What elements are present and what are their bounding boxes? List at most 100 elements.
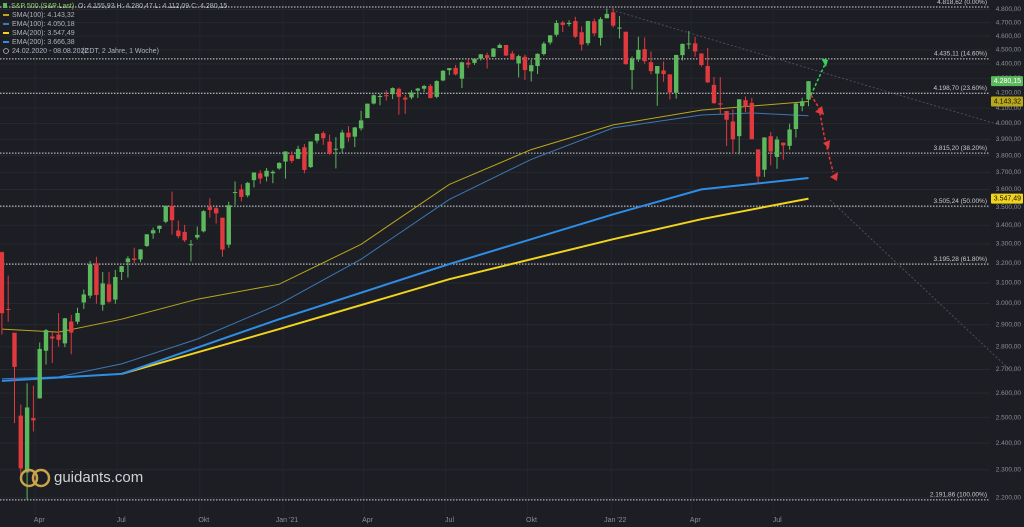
x-tick-label: Jul (117, 517, 126, 524)
candle-body (585, 21, 591, 44)
y-tick-label: 3.100,00 (996, 280, 1022, 287)
candle-body (667, 74, 673, 93)
candle-body (673, 54, 679, 93)
candle-body (163, 205, 168, 222)
legend-entry: SMA(200): 3.547,49 (12, 30, 75, 37)
candle-body (718, 103, 723, 105)
candle-body (81, 294, 87, 303)
candle-body (774, 139, 780, 157)
candle-body (680, 43, 685, 56)
candle-body (478, 54, 484, 59)
candle-body (459, 62, 465, 79)
candle-body (113, 276, 118, 300)
fib-label: 4.198,70 (23.60%) (934, 85, 987, 92)
candle-body (711, 84, 717, 104)
candle-body (806, 81, 811, 100)
candle-body (50, 336, 55, 339)
candle-body (793, 103, 799, 130)
arrow-head (821, 58, 828, 67)
y-tick-label: 2.300,00 (996, 466, 1022, 473)
y-tick-label: 3.000,00 (996, 300, 1022, 307)
y-tick-label: 2.200,00 (996, 494, 1022, 501)
candle-body (762, 137, 767, 170)
candle-body (207, 207, 213, 210)
price-badge (991, 96, 1023, 107)
candle-body (62, 318, 68, 344)
fib-label: 2.191,86 (100.00%) (930, 492, 987, 499)
y-tick-label: 4.700,00 (996, 19, 1022, 26)
candle-body (220, 217, 225, 250)
legend-ohlc: O: 4.155,93 H: 4.280,47 L: 4.112,09 C: 4… (78, 3, 227, 10)
candle-body (787, 129, 792, 146)
y-tick-label: 4.500,00 (996, 47, 1022, 54)
candle-body (188, 244, 194, 246)
y-tick-label: 3.700,00 (996, 169, 1022, 176)
candle-body (201, 211, 206, 232)
price-badge (991, 193, 1023, 204)
candle-body (87, 264, 93, 296)
y-tick-label: 2.400,00 (996, 440, 1022, 447)
legend-period-note: (CDT, 2 Jahre, 1 Woche) (82, 48, 159, 55)
candle-body (648, 62, 654, 72)
moving-averages (1, 101, 809, 382)
y-tick-label: 3.400,00 (996, 222, 1022, 229)
ma-line (121, 197, 809, 375)
logo (19, 468, 39, 488)
candle-body (125, 258, 131, 263)
candle-body (472, 58, 477, 63)
trend-line (611, 9, 1001, 126)
candle-body (132, 258, 137, 261)
x-tick-label: Jul (773, 517, 782, 524)
candle-body (800, 101, 805, 107)
fibonacci-levels: 4.818,62 (0.00%) 4.435,11 (14.60%) 4.198,7… (0, 0, 990, 501)
candle-body (736, 99, 742, 137)
candle-body (302, 147, 307, 170)
candle-body (119, 266, 124, 273)
candle-body (24, 407, 30, 473)
candle-body (321, 133, 326, 139)
legend-title: S&P 500 (S&P Last) (11, 3, 74, 10)
candle-body (339, 132, 345, 149)
candle-body (491, 48, 496, 57)
candle-body (327, 141, 332, 154)
clock-icon (3, 48, 9, 54)
arrow-head (830, 172, 838, 181)
candle-body (31, 418, 36, 421)
candle-body (592, 21, 597, 34)
y-tick-label: 2.500,00 (996, 414, 1022, 421)
candle-body (604, 13, 610, 19)
candle-body (686, 43, 691, 45)
y-tick-label: 2.900,00 (996, 321, 1022, 328)
candle-body (195, 234, 200, 238)
candle-body (743, 100, 748, 107)
candle-body (251, 172, 257, 181)
candle-body (37, 348, 42, 399)
candle-body (283, 151, 288, 162)
legend-period: 24.02.2020 - 08.08.2022 (12, 48, 88, 55)
x-tick-label: Apr (362, 517, 374, 524)
watermark-text: guidants.com (54, 469, 143, 486)
candle-body (503, 44, 509, 56)
candle-body (547, 35, 553, 43)
fib-label: 4.818,62 (0.00%) (937, 0, 987, 6)
candle-body (226, 205, 231, 245)
candle-body (692, 43, 698, 52)
candle-body (642, 49, 647, 62)
candle-body (390, 88, 395, 95)
candle-body (5, 308, 11, 310)
candle-body (377, 95, 383, 97)
y-tick-label: 3.800,00 (996, 152, 1022, 159)
candle-body (629, 59, 635, 71)
legend-entry: SMA(100): 4.143,32 (12, 12, 75, 19)
candle-body (579, 32, 584, 45)
candle-body (623, 31, 628, 65)
candle-body (516, 56, 521, 64)
y-tick-label: 3.200,00 (996, 260, 1022, 267)
fib-label: 3.815,20 (38.20%) (934, 145, 987, 152)
trend-line (829, 199, 1011, 371)
candle-body (138, 249, 143, 260)
candle-body (453, 67, 458, 75)
arrow-head (815, 106, 824, 115)
candle-body (232, 192, 238, 194)
